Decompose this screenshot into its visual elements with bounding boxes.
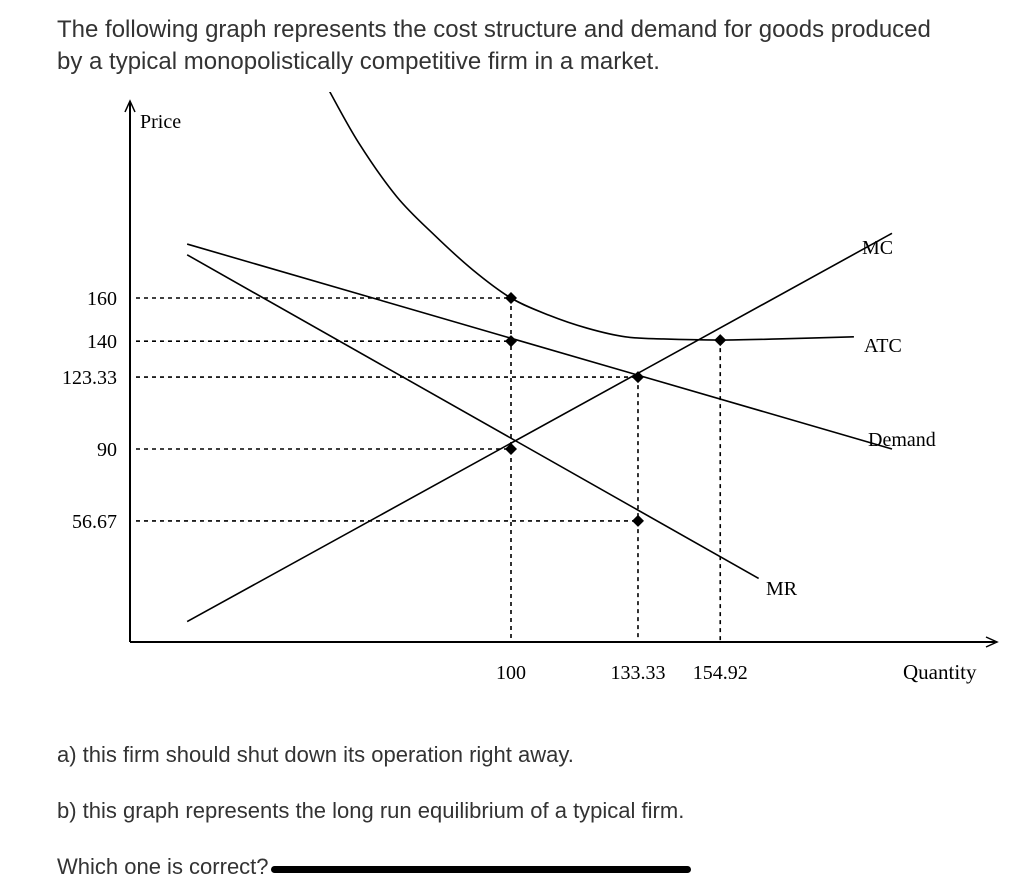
x-axis-arrow	[985, 636, 999, 648]
x-axis-label: Quantity	[903, 660, 977, 684]
y-axis-arrow	[124, 99, 136, 113]
x-tick-label: 100	[496, 662, 526, 684]
data-point	[505, 335, 517, 348]
chart-labels: Price Quantity 160 140 123.33 90 56.67 100 133.3…	[62, 111, 977, 684]
y-tick-label: 56.67	[72, 511, 117, 533]
data-point	[505, 292, 517, 304]
answer-prompt-text: Which one is correct?	[57, 854, 269, 879]
y-axis-label: Price	[140, 111, 181, 133]
curve-label-mr: MR	[766, 578, 798, 600]
curve-label-demand: Demand	[868, 429, 936, 451]
option-a: a) this firm should shut down its operat…	[57, 742, 574, 767]
data-point	[631, 514, 644, 527]
x-tick-label: 133.33	[610, 662, 665, 684]
data-point	[714, 334, 727, 347]
curve-label-atc: ATC	[864, 335, 902, 357]
key-points	[505, 292, 727, 527]
curve-demand	[186, 243, 893, 450]
curve-label-mc: MC	[862, 237, 893, 259]
question-line-1: The following graph represents the cost …	[57, 16, 931, 43]
x-tick-label: 154.92	[693, 662, 748, 684]
economics-chart: Price Quantity 160 140 123.33 90 56.67 100 133.3…	[62, 92, 999, 684]
curve-mc	[186, 232, 893, 623]
question-line-2: by a typical monopolistically competitiv…	[57, 48, 660, 75]
curve-atc	[328, 92, 854, 341]
y-tick-label: 160	[87, 288, 117, 310]
curves	[186, 92, 893, 623]
y-tick-label: 123.33	[62, 367, 117, 389]
answer-prompt: Which one is correct?	[57, 854, 691, 880]
question-text: The following graph represents the cost …	[57, 14, 987, 78]
data-point	[505, 443, 517, 455]
y-tick-label: 90	[97, 439, 117, 461]
answer-blank-line[interactable]	[270, 865, 691, 873]
data-point	[631, 371, 644, 384]
y-tick-label: 140	[87, 331, 117, 353]
axes	[124, 99, 999, 648]
curve-mr	[186, 254, 760, 580]
guide-lines	[136, 297, 722, 642]
option-b: b) this graph represents the long run eq…	[57, 798, 685, 823]
